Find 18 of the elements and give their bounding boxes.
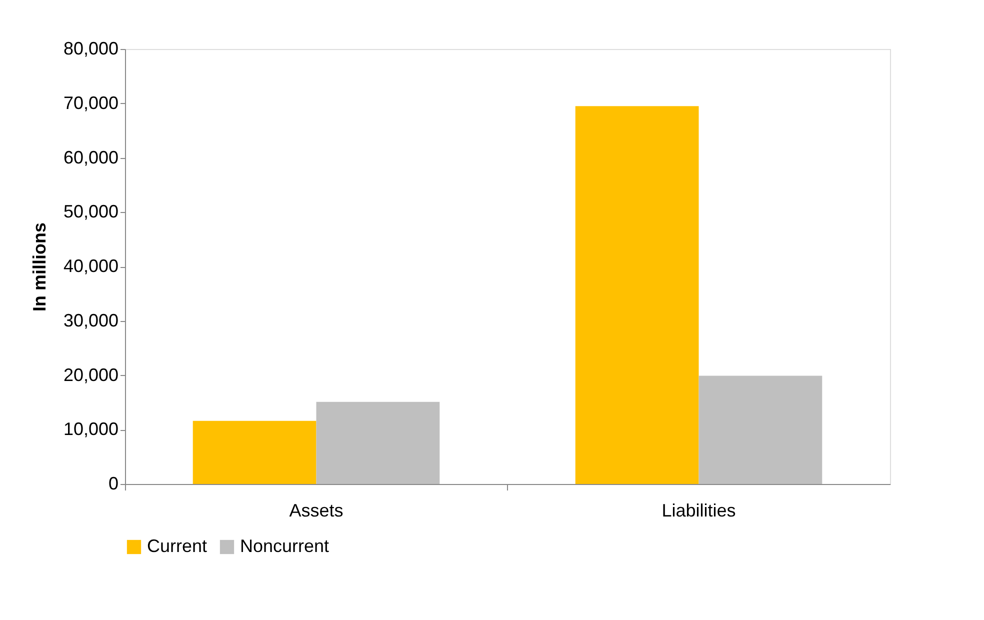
y-tick-label: 50,000 xyxy=(63,202,118,222)
y-tick-label: 40,000 xyxy=(63,256,118,276)
legend-label: Noncurrent xyxy=(240,536,330,556)
legend-label: Current xyxy=(147,536,208,556)
bar xyxy=(192,420,316,484)
bar xyxy=(698,376,822,484)
y-tick-label: 0 xyxy=(108,474,118,494)
bar xyxy=(316,402,440,484)
x-tick-label: Liabilities xyxy=(662,500,736,520)
y-tick-label: 10,000 xyxy=(63,419,118,440)
y-tick-label: 30,000 xyxy=(63,310,118,330)
y-axis-title: In millions xyxy=(29,222,50,312)
y-tick-label: 80,000 xyxy=(63,38,118,58)
y-tick-label: 70,000 xyxy=(63,92,118,113)
x-tick-label: Assets xyxy=(289,500,344,520)
y-tick-label: 60,000 xyxy=(63,147,118,168)
y-tick-label: 20,000 xyxy=(63,364,118,385)
bar xyxy=(575,106,699,484)
